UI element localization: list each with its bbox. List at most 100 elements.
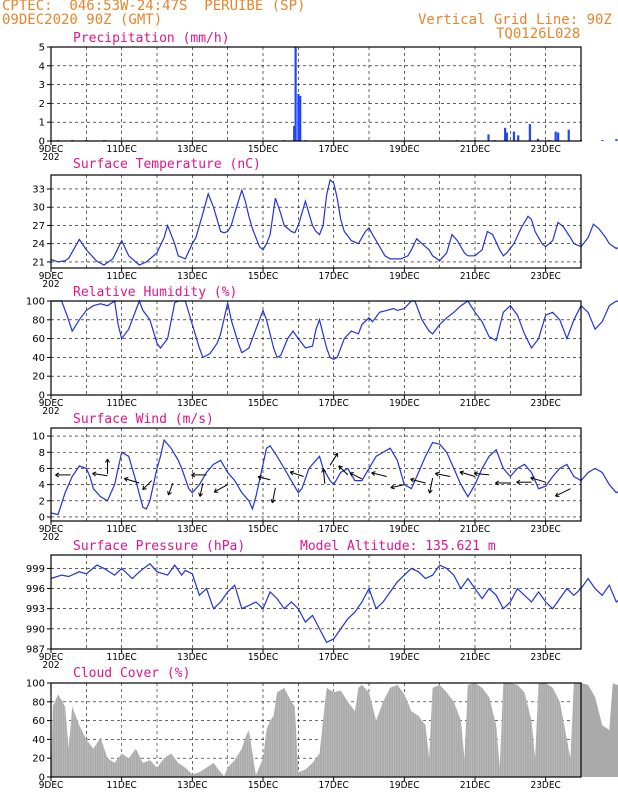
- precip-bar: [297, 94, 300, 141]
- wind-vector-head: [338, 465, 343, 470]
- precip-ytick-label: 1: [39, 118, 45, 129]
- pressure-xtick-label: 23DEC: [530, 652, 560, 663]
- precip-xtick-label: 21DEC: [460, 144, 490, 155]
- precip-panel: 0 1 2 3 4 5 9DEC 11DEC 13DEC 15DEC 17DEC 19DEC 21DEC…: [39, 31, 618, 163]
- wind-vector: [338, 465, 349, 476]
- wind-vector-head: [55, 472, 60, 478]
- cloud-ytick-label: 40: [32, 735, 45, 746]
- wind-xtick-label: 13DEC: [177, 524, 207, 535]
- humidity-ytick-label: 0: [39, 391, 45, 402]
- wind-ytick-label: 6: [39, 464, 45, 475]
- temperature-ytick-label: 33: [32, 184, 45, 195]
- temperature-ytick-label: 24: [32, 239, 45, 250]
- header-left-line2: 09DEC2020 90Z (GMT): [2, 12, 163, 28]
- wind-vector-head: [321, 468, 327, 473]
- humidity-xtick-label: 9DEC: [39, 398, 64, 409]
- cloud-ytick-label: 0: [39, 773, 45, 784]
- humidity-xtick-label: 21DEC: [460, 398, 490, 409]
- humidity-xtick-label: 15DEC: [248, 398, 278, 409]
- precip-ytick-label: 3: [39, 80, 45, 91]
- humidity-xtick-label: 17DEC: [318, 398, 348, 409]
- wind-vector: [124, 478, 140, 484]
- pressure-ytick-label: 987: [26, 645, 45, 656]
- cloud-ytick-label: 80: [32, 697, 45, 708]
- humidity-xtick-label: 11DEC: [106, 398, 136, 409]
- wind-xtick-label: 19DEC: [389, 524, 419, 535]
- cloud-xtick-label: 15DEC: [248, 780, 278, 791]
- wind-vector-head: [289, 470, 295, 476]
- wind-vector-head: [333, 452, 339, 458]
- pressure-xtick-label: 9DEC: [39, 652, 64, 663]
- wind-ytick-label: 8: [39, 448, 45, 459]
- wind-vector-head: [473, 471, 478, 477]
- wind-xtick-label: 11DEC: [106, 524, 136, 535]
- cloud-xtick-label: 17DEC: [318, 780, 348, 791]
- temperature-ytick-label: 30: [32, 203, 45, 214]
- wind-vector: [349, 472, 363, 480]
- wind-vector: [271, 487, 276, 503]
- temperature-xtick-label: 9DEC: [39, 271, 64, 282]
- wind-vector-head: [167, 490, 172, 496]
- wind-vector-head: [410, 477, 415, 483]
- precip-bar: [528, 124, 531, 141]
- wind-xtick-label: 21DEC: [460, 524, 490, 535]
- cloud-xtick-label: 21DEC: [460, 780, 490, 791]
- pressure-xtick-label: 17DEC: [318, 652, 348, 663]
- precip-x-year: 202: [42, 152, 59, 163]
- precip-xtick-label: 15DEC: [248, 144, 278, 155]
- pressure-ytick-label: 996: [26, 584, 45, 595]
- pressure-panel: 987 990 993 996 999 9DEC 11DEC 13DEC 15DEC 17DEC 1…: [26, 539, 618, 671]
- pressure-xtick-label: 13DEC: [177, 652, 207, 663]
- precip-ytick-label: 2: [39, 99, 45, 110]
- precip-xtick-label: 11DEC: [106, 144, 136, 155]
- wind-vector: [435, 473, 451, 478]
- wind-vector: [322, 468, 326, 484]
- wind-vector-head: [459, 470, 464, 476]
- precip-ytick-label: 4: [39, 61, 45, 72]
- humidity-ytick-label: 40: [32, 353, 45, 364]
- wind-vector-head: [495, 480, 500, 486]
- wind-vector: [289, 471, 304, 477]
- temperature-series-line: [50, 178, 618, 266]
- precip-bar: [601, 140, 604, 141]
- pressure-series-line: [50, 562, 618, 644]
- humidity-xtick-label: 19DEC: [389, 398, 419, 409]
- cloud-xtick-label: 11DEC: [106, 780, 136, 791]
- wind-vector-head: [371, 471, 376, 476]
- cloud-frame: [50, 682, 582, 778]
- precip-bar: [615, 139, 618, 141]
- cloud-xtick-label: 19DEC: [389, 780, 419, 791]
- cloud-ytick-label: 20: [32, 754, 45, 765]
- wind-vector: [429, 478, 434, 494]
- temperature-panel: 21 24 27 30 33 9DEC 11DEC 13DEC 15DEC 17DEC 19DEC 2…: [32, 157, 618, 290]
- humidity-frame: [50, 300, 582, 396]
- cloud-ytick-label: 100: [26, 679, 45, 690]
- wind-vector: [555, 488, 571, 497]
- pressure-annotation: Model Altitude: 135.621 m: [300, 539, 496, 554]
- wind-ytick-label: 10: [32, 432, 45, 443]
- temperature-xtick-label: 21DEC: [460, 271, 490, 282]
- precip-xtick-label: 23DEC: [530, 144, 560, 155]
- cloud-ytick-label: 60: [32, 716, 45, 727]
- temperature-x-year: 202: [42, 279, 59, 290]
- wind-vector: [459, 471, 476, 478]
- wind-vector-head: [427, 489, 433, 494]
- pressure-xtick-label: 21DEC: [460, 652, 490, 663]
- cloud-area: [51, 683, 618, 777]
- wind-xtick-label: 17DEC: [318, 524, 348, 535]
- precip-bar: [554, 131, 557, 141]
- wind-x-year: 202: [42, 532, 59, 543]
- temperature-xtick-label: 11DEC: [106, 271, 136, 282]
- wind-vector: [329, 452, 339, 466]
- temperature-ytick-label: 21: [32, 257, 45, 268]
- precip-bar: [294, 47, 297, 141]
- cloud-xtick-label: 23DEC: [530, 780, 560, 791]
- temperature-xtick-label: 15DEC: [248, 271, 278, 282]
- wind-vector-head: [213, 488, 219, 493]
- wind-vector-head: [349, 472, 354, 477]
- wind-vector-head: [390, 484, 395, 490]
- wind-xtick-label: 15DEC: [248, 524, 278, 535]
- precip-frame: [50, 46, 582, 142]
- wind-ytick-label: 2: [39, 496, 45, 507]
